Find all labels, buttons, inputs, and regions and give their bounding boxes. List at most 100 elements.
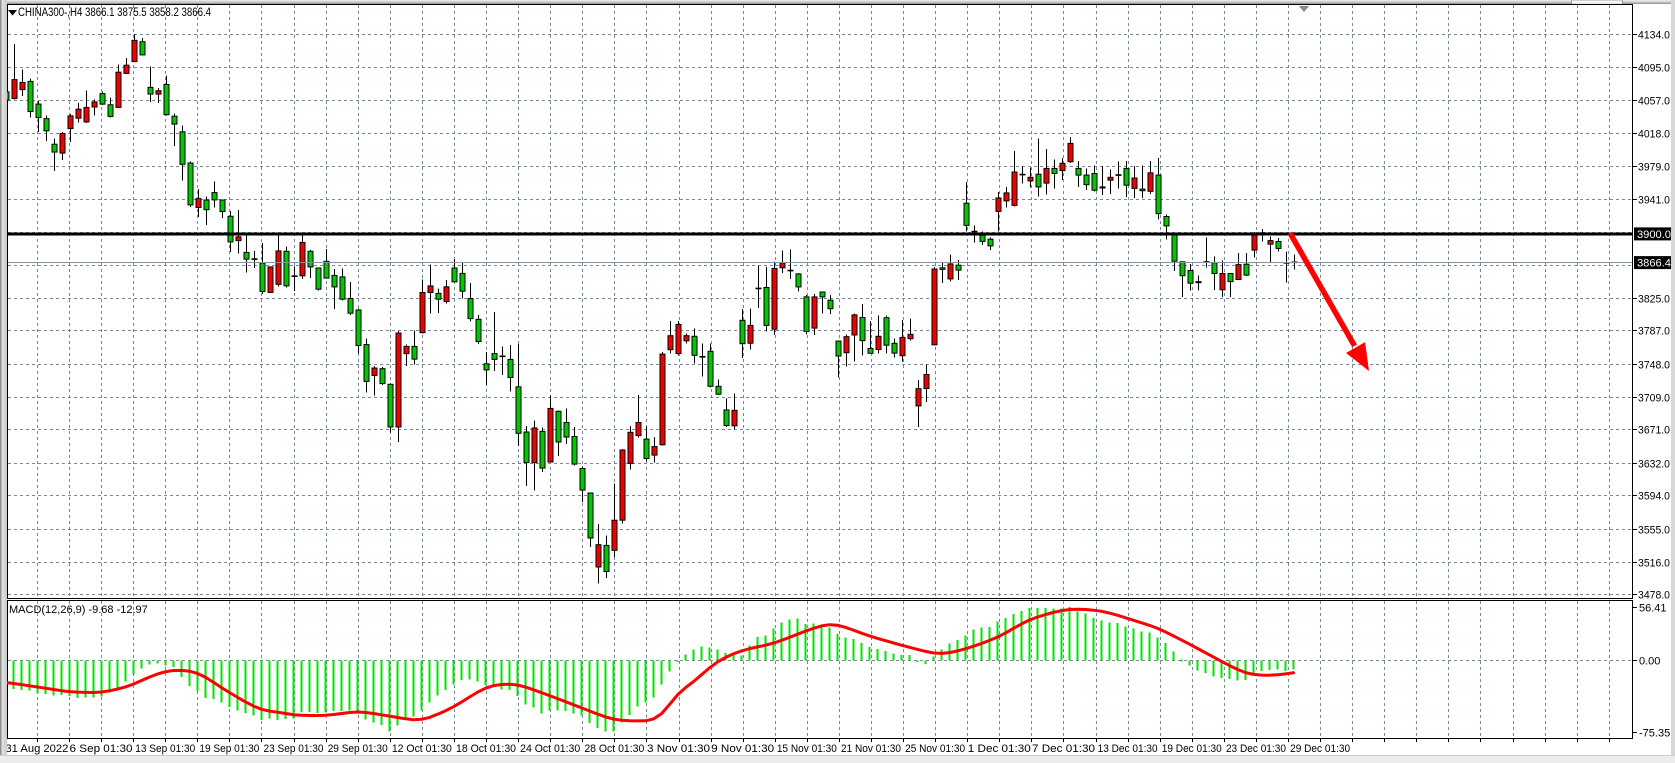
candle-up[interactable] bbox=[523, 431, 530, 464]
candle-up[interactable] bbox=[1163, 216, 1170, 227]
candle-up[interactable] bbox=[739, 319, 746, 345]
candle-up[interactable] bbox=[979, 234, 986, 242]
candle-down[interactable] bbox=[1011, 171, 1018, 206]
candle-down[interactable] bbox=[275, 250, 282, 285]
price-line-label-box[interactable] bbox=[1634, 227, 1675, 241]
candle-up[interactable] bbox=[219, 199, 226, 212]
candle-up[interactable] bbox=[763, 287, 770, 326]
candle-down[interactable] bbox=[843, 336, 850, 354]
candle-up[interactable] bbox=[827, 299, 834, 310]
candle-up[interactable] bbox=[491, 353, 498, 360]
candle-down[interactable] bbox=[267, 266, 274, 293]
candle-down[interactable] bbox=[403, 345, 410, 355]
candle-up[interactable] bbox=[1155, 174, 1162, 215]
candle-up[interactable] bbox=[987, 238, 994, 247]
candle-up[interactable] bbox=[211, 192, 218, 201]
candle-down[interactable] bbox=[123, 64, 130, 74]
time-axis[interactable]: 31 Aug 2022 6 Sep 01:30 13 Sep 01:30 19 Sep… bbox=[5, 738, 1610, 755]
candle-down[interactable] bbox=[155, 90, 162, 95]
candle-up[interactable] bbox=[331, 274, 338, 288]
candle-down[interactable] bbox=[1027, 176, 1034, 182]
candle-up[interactable] bbox=[27, 80, 34, 113]
candle-up[interactable] bbox=[1243, 263, 1250, 276]
candle-up[interactable] bbox=[715, 385, 722, 395]
price-axis[interactable]: 4134.0 4095.0 4057.0 4018.0 3979.0 3941.0 3825… bbox=[1632, 30, 1675, 740]
candle-down[interactable] bbox=[931, 268, 938, 346]
candle-down[interactable] bbox=[907, 333, 914, 340]
candle-down[interactable] bbox=[11, 79, 18, 99]
candle-up[interactable] bbox=[259, 262, 266, 292]
candle-up[interactable] bbox=[579, 468, 586, 491]
price-axis-ticks[interactable] bbox=[1632, 34, 1637, 733]
candle-up[interactable] bbox=[1139, 188, 1146, 192]
candle-up[interactable] bbox=[99, 93, 106, 105]
candle-down[interactable] bbox=[19, 82, 26, 91]
candle-up[interactable] bbox=[963, 202, 970, 226]
candle-up[interactable] bbox=[819, 291, 826, 298]
candle-down[interactable] bbox=[427, 285, 434, 293]
candle-down[interactable] bbox=[1235, 264, 1242, 281]
candle-up[interactable] bbox=[451, 267, 458, 283]
candle-up[interactable] bbox=[51, 143, 58, 153]
candle-up[interactable] bbox=[467, 298, 474, 320]
candle-up[interactable] bbox=[507, 358, 514, 378]
candle-up[interactable] bbox=[483, 363, 490, 371]
candle-down[interactable] bbox=[443, 286, 450, 302]
candle-down[interactable] bbox=[659, 353, 666, 446]
candle-up[interactable] bbox=[187, 162, 194, 206]
candle-up[interactable] bbox=[35, 103, 42, 118]
candle-up[interactable] bbox=[459, 272, 466, 292]
candle-up[interactable] bbox=[803, 296, 810, 332]
candle-down[interactable] bbox=[75, 108, 82, 119]
candle-up[interactable] bbox=[867, 348, 874, 354]
candle-down[interactable] bbox=[611, 519, 618, 551]
candle-up[interactable] bbox=[1075, 167, 1082, 176]
candle-down[interactable] bbox=[1131, 177, 1138, 189]
candle-up[interactable] bbox=[571, 436, 578, 465]
candle-down[interactable] bbox=[1067, 142, 1074, 163]
candle-down[interactable] bbox=[67, 115, 74, 130]
candle-up[interactable] bbox=[1051, 167, 1058, 174]
candle-up[interactable] bbox=[243, 251, 250, 260]
candle-up[interactable] bbox=[643, 438, 650, 460]
candle-up[interactable] bbox=[1187, 270, 1194, 284]
candle-up[interactable] bbox=[1171, 234, 1178, 262]
candle-up[interactable] bbox=[315, 267, 322, 290]
candle-down[interactable] bbox=[1099, 186, 1106, 189]
candle-down[interactable] bbox=[1251, 234, 1258, 251]
candle-up[interactable] bbox=[587, 492, 594, 539]
candle-down[interactable] bbox=[1219, 273, 1226, 291]
candle-up[interactable] bbox=[795, 273, 802, 288]
chart-line-objects[interactable] bbox=[8, 232, 1632, 264]
candle-down[interactable] bbox=[771, 267, 778, 330]
candle-up[interactable] bbox=[1035, 173, 1042, 188]
candle-up[interactable] bbox=[387, 383, 394, 428]
candle-down[interactable] bbox=[1107, 176, 1114, 181]
candle-up[interactable] bbox=[1275, 241, 1282, 249]
candle-down[interactable] bbox=[923, 374, 930, 389]
symbol-dropdown-icon[interactable] bbox=[8, 10, 17, 16]
candle-up[interactable] bbox=[171, 115, 178, 125]
candle-up[interactable] bbox=[1123, 167, 1130, 186]
candle-down[interactable] bbox=[683, 335, 690, 342]
arrow-head[interactable] bbox=[1346, 342, 1369, 371]
candle-down[interactable] bbox=[619, 449, 626, 521]
candle-down[interactable] bbox=[131, 39, 138, 63]
candle-up[interactable] bbox=[107, 104, 114, 117]
candle-up[interactable] bbox=[1211, 262, 1218, 275]
candle-up[interactable] bbox=[363, 344, 370, 382]
candle-down[interactable] bbox=[1003, 192, 1010, 202]
candle-up[interactable] bbox=[43, 118, 50, 132]
candle-down[interactable] bbox=[91, 101, 98, 108]
candle-down[interactable] bbox=[811, 296, 818, 329]
candle-up[interactable] bbox=[891, 342, 898, 354]
candle-up[interactable] bbox=[475, 318, 482, 342]
candle-up[interactable] bbox=[691, 335, 698, 356]
candle-down[interactable] bbox=[899, 336, 906, 357]
candle-up[interactable] bbox=[707, 350, 714, 387]
candle-up[interactable] bbox=[1083, 174, 1090, 186]
candle-down[interactable] bbox=[115, 71, 122, 108]
candle-up[interactable] bbox=[147, 86, 154, 95]
candle-down[interactable] bbox=[195, 198, 202, 209]
candle-up[interactable] bbox=[323, 260, 330, 279]
